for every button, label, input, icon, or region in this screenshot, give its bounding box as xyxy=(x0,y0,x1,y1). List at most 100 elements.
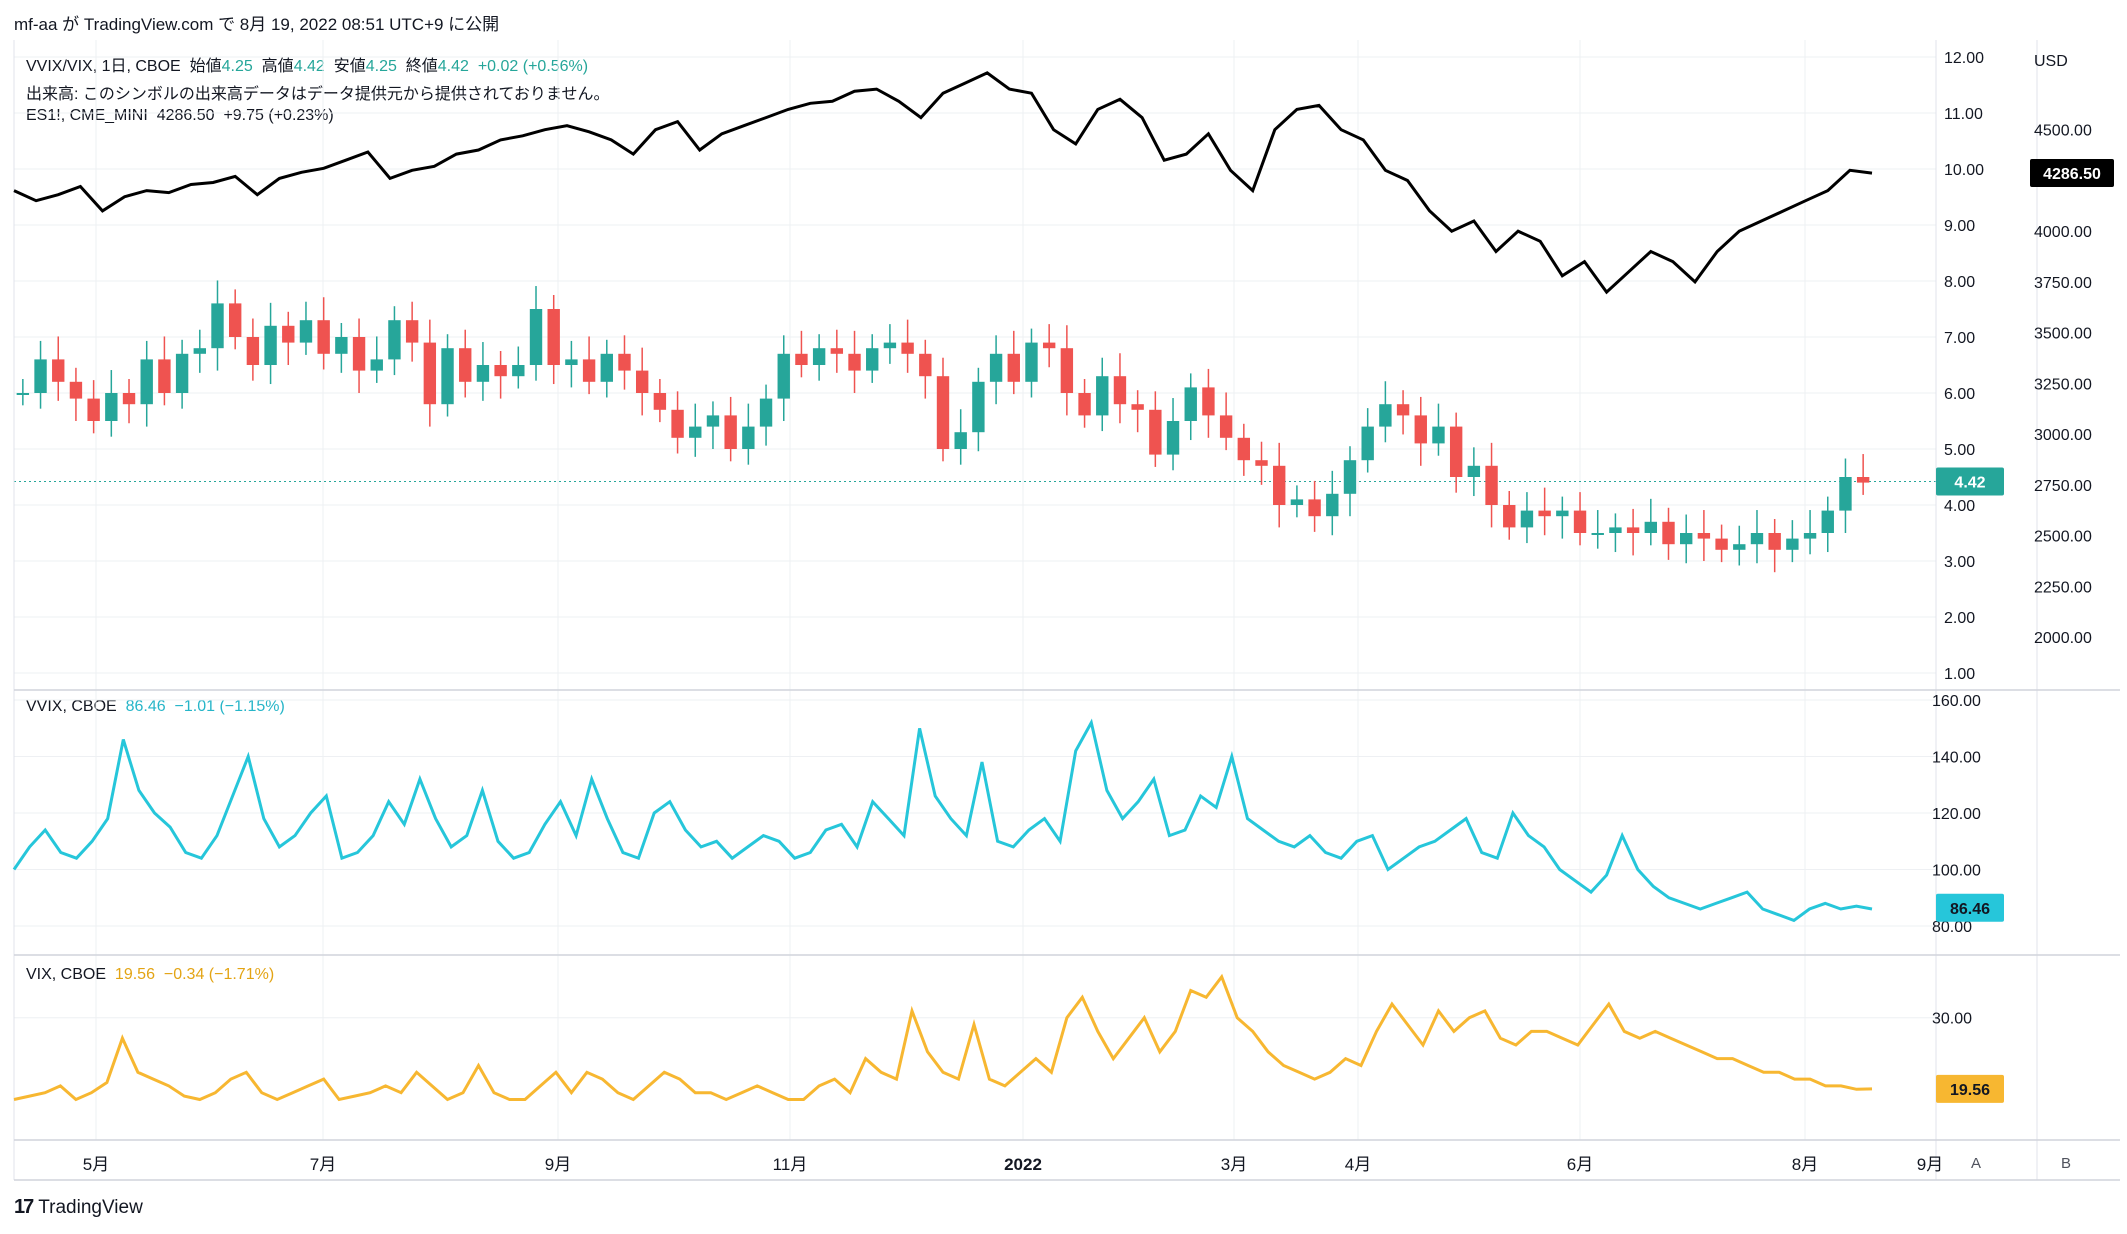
vvix-tick-label: 80.00 xyxy=(1932,919,1972,936)
candle-body xyxy=(1697,533,1711,539)
legend-vix-value: 19.56 xyxy=(114,966,155,983)
candle-body xyxy=(866,348,879,371)
candle-body xyxy=(1396,404,1410,416)
candle-body xyxy=(1556,510,1569,517)
candle-body xyxy=(883,342,897,349)
candle-body xyxy=(795,353,808,365)
candle-body xyxy=(1803,533,1817,539)
candle-body xyxy=(1060,348,1074,393)
candle-body xyxy=(635,370,649,393)
candle-body xyxy=(105,393,118,421)
legend-open-label: 始値 xyxy=(189,58,222,75)
candle-body xyxy=(1042,342,1056,349)
month-label: 8月 xyxy=(1792,1155,1818,1174)
candle-body xyxy=(512,365,525,377)
vvix-tick-label: 100.00 xyxy=(1932,863,1981,880)
candle-body xyxy=(441,348,454,405)
candle-body xyxy=(972,381,985,433)
candle-body xyxy=(1078,393,1091,416)
candle-body xyxy=(459,348,472,382)
candle-body xyxy=(1485,465,1498,505)
candle-body xyxy=(954,432,967,449)
candle-body xyxy=(1379,404,1392,427)
candle-body xyxy=(1626,527,1640,533)
es-price-badge-bg xyxy=(2030,159,2114,188)
legend-change: +0.02 (+0.56%) xyxy=(477,58,589,75)
candle-body xyxy=(299,320,313,343)
candle-body xyxy=(812,348,826,365)
es-tick-label: 4500.00 xyxy=(2034,123,2092,140)
month-label: 11月 xyxy=(773,1155,808,1174)
vvix-price-badge-bg xyxy=(1936,893,2004,922)
candle-body xyxy=(1025,342,1038,382)
log-scale-button[interactable]: B xyxy=(2061,1155,2071,1172)
candle-body xyxy=(1166,421,1180,455)
month-label: 4月 xyxy=(1345,1155,1371,1174)
legend-high: 4.42 xyxy=(293,58,325,75)
candle-body xyxy=(476,365,490,382)
month-label: 2022 xyxy=(1004,1155,1042,1174)
legend-es-value: 4286.50 xyxy=(156,107,215,124)
month-label: 3月 xyxy=(1221,1155,1247,1174)
vix-price-badge-bg xyxy=(1936,1074,2004,1103)
candle-body xyxy=(1786,538,1799,550)
candle-body xyxy=(370,359,383,371)
legend-vvix-value: 86.46 xyxy=(125,698,166,715)
candle-body xyxy=(1644,521,1658,533)
candle-body xyxy=(423,342,437,405)
publish-header: mf-aa が TradingView.com で 8月 19, 2022 08… xyxy=(14,15,500,34)
ratio-tick-label: 10.00 xyxy=(1944,162,1984,179)
candle-body xyxy=(830,348,844,354)
candle-body xyxy=(1449,426,1463,477)
candle-body xyxy=(1839,477,1852,511)
ratio-tick-label: 7.00 xyxy=(1944,330,1975,347)
candle-body xyxy=(87,398,100,421)
candle-body xyxy=(1503,505,1516,528)
es-tick-label: 3250.00 xyxy=(2034,376,2092,393)
candle-body xyxy=(653,393,667,410)
candle-body xyxy=(1131,404,1144,410)
legend-vix-symbol: VIX, CBOE xyxy=(26,966,107,983)
candle-body xyxy=(1680,533,1693,545)
candle-body xyxy=(1255,460,1268,466)
candle-body xyxy=(1432,426,1445,444)
ratio-tick-label: 9.00 xyxy=(1944,218,1975,235)
candle-body xyxy=(848,353,861,371)
es-line xyxy=(13,71,1873,295)
es-tick-label: 2000.00 xyxy=(2034,630,2092,647)
candle-body xyxy=(1343,460,1357,494)
candle-body xyxy=(1308,499,1321,517)
candle-body xyxy=(600,353,613,382)
candle-body xyxy=(1149,409,1162,455)
ratio-tick-label: 3.00 xyxy=(1944,554,1975,571)
vix-line xyxy=(13,973,1873,1102)
vix-tick-label: 30.00 xyxy=(1932,1011,1972,1028)
currency-label: USD xyxy=(2034,53,2068,70)
legend-vvix-symbol: VVIX, CBOE xyxy=(26,698,117,715)
candle-body xyxy=(1856,477,1870,483)
candle-body xyxy=(742,426,755,449)
ratio-tick-label: 2.00 xyxy=(1944,610,1975,627)
es-tick-label: 3500.00 xyxy=(2034,326,2092,343)
month-label: 6月 xyxy=(1567,1155,1593,1174)
es-axis-ticks: USD 2000.00 2250.00 2500.00 2750.00 3000.00 32… xyxy=(2034,53,2092,647)
legend-close-label: 終値 xyxy=(405,58,438,75)
candle-body xyxy=(175,353,189,393)
candle-body xyxy=(317,320,330,354)
candle-body xyxy=(1768,533,1781,550)
candle-body xyxy=(1361,426,1374,461)
candle-body xyxy=(1662,521,1675,545)
candle-body xyxy=(901,342,914,354)
auto-scale-button[interactable]: A xyxy=(1971,1155,1981,1172)
candle-body xyxy=(547,309,560,365)
ratio-tick-label: 12.00 xyxy=(1944,50,1984,67)
candle-body xyxy=(1219,415,1233,438)
candle-body xyxy=(352,337,366,371)
legend-volume-note: 出来高: このシンボルの出来高データはデータ提供元から提供されておりません。 xyxy=(26,86,610,103)
candle-body xyxy=(193,348,206,354)
brand-name: TradingView xyxy=(38,1196,143,1218)
candle-body xyxy=(246,337,260,365)
candle-body xyxy=(1096,376,1109,416)
candle-body xyxy=(618,353,631,371)
